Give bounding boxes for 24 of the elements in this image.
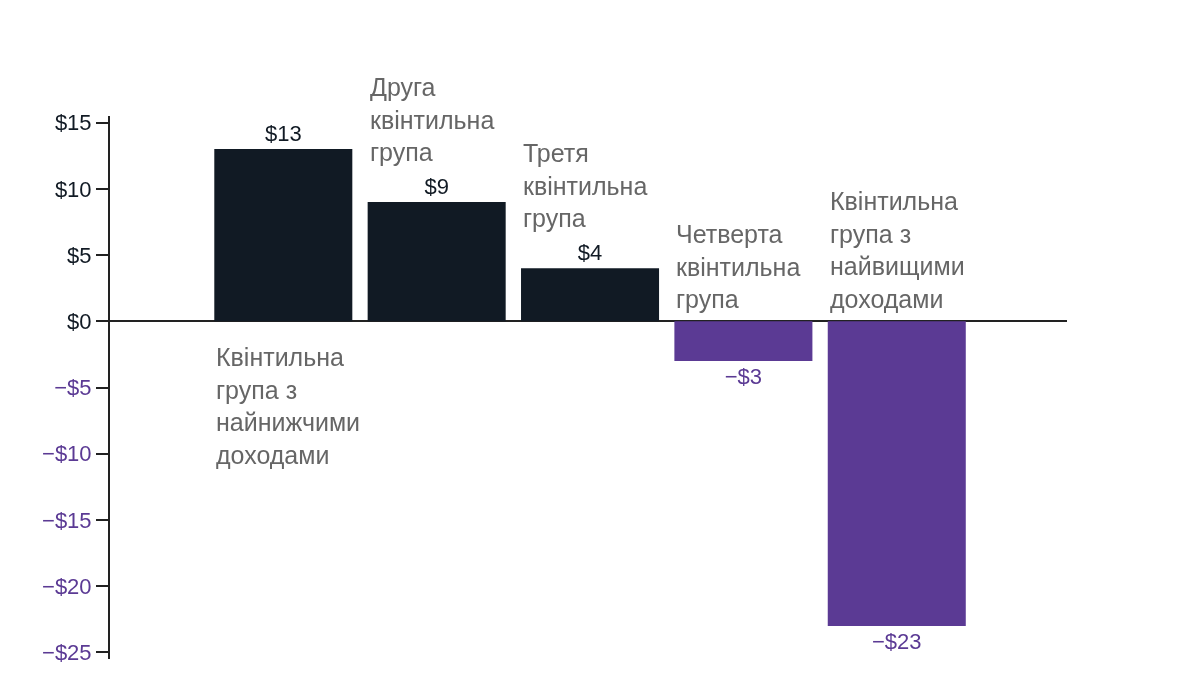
bar <box>521 268 660 322</box>
x-tick-label: Квінтильна група з найнижчими доходами <box>216 343 361 469</box>
y-tick-label: $5 <box>67 242 92 268</box>
y-tick-label: −$20 <box>42 573 92 599</box>
data-label: −$23 <box>871 628 922 654</box>
x-tick-label: Третя квінтильна група <box>523 139 648 232</box>
y-tick-label: −$25 <box>42 640 92 666</box>
y-tick-label: −$15 <box>42 507 92 533</box>
bar <box>674 321 813 362</box>
bar <box>827 321 966 626</box>
x-tick-label: Квінтильна група з найвищими доходами <box>830 187 965 313</box>
bar <box>367 202 506 322</box>
y-tick-label: −$10 <box>42 441 92 467</box>
data-label: −$3 <box>724 364 763 390</box>
x-tick-label: Друга квінтильна група <box>370 73 495 166</box>
y-tick-label: $0 <box>67 308 92 334</box>
y-tick-label: $10 <box>54 176 92 202</box>
bar <box>214 149 353 322</box>
y-tick-label: $15 <box>54 110 92 136</box>
x-tick-label: Четверта квінтильна група <box>676 220 801 313</box>
y-tick-label: −$5 <box>54 375 92 401</box>
data-label: $4 <box>577 240 603 266</box>
data-label: $9 <box>424 174 449 200</box>
data-label: $13 <box>264 121 302 147</box>
